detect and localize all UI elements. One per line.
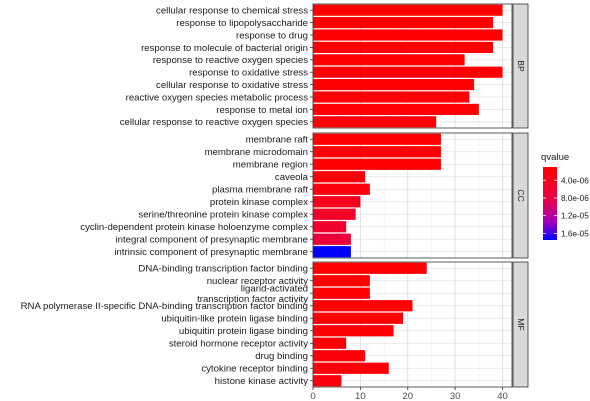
category-label: steroid hormone receptor activity [169, 339, 308, 350]
bar [313, 146, 441, 158]
category-label: protein kinase complex [210, 197, 308, 208]
bar [313, 312, 404, 324]
bar [313, 103, 479, 115]
bar [313, 41, 494, 53]
category-label: ubiquitin protein ligase binding [179, 326, 308, 337]
legend-title: qvalue [541, 152, 569, 163]
bar [313, 300, 413, 312]
bar [313, 79, 475, 91]
category-label: reactive oxygen species metabolic proces… [126, 92, 309, 103]
bar [313, 233, 351, 245]
bar [313, 362, 389, 374]
category-label: DNA-binding transcription factor binding [138, 264, 308, 275]
facet-strip-label: CC [516, 189, 526, 201]
bar [313, 116, 437, 128]
bar [313, 4, 503, 16]
bar [313, 208, 356, 220]
legend-label: 4.0e-06 [561, 176, 589, 185]
category-label: intrinsic component of presynaptic membr… [114, 247, 308, 258]
bar [313, 337, 347, 349]
category-label: response to oxidative stress [189, 68, 308, 79]
bar [313, 275, 370, 287]
bar [313, 133, 441, 145]
category-label: cellular response to chemical stress [156, 6, 308, 17]
bar [313, 350, 366, 362]
x-tick-label: 20 [402, 391, 413, 401]
bar [313, 66, 503, 78]
facet-strip-label: BP [516, 60, 526, 72]
bar [313, 171, 366, 183]
category-label: cellular response to oxidative stress [156, 80, 308, 91]
category-label: RNA polymerase II-specific DNA-binding t… [21, 301, 308, 312]
bar [313, 17, 494, 29]
bar [313, 54, 465, 66]
bar [313, 287, 370, 299]
category-label: ligand-activated transcription factor act… [197, 283, 308, 305]
category-label: plasma membrane raft [212, 185, 308, 196]
category-label: response to metal ion [216, 105, 308, 116]
category-label: response to drug [236, 30, 308, 41]
bar [313, 158, 441, 170]
legend-colorbar [543, 167, 557, 240]
category-label: cellular response to reactive oxygen spe… [120, 117, 308, 128]
legend-label: 8.0e-06 [561, 194, 589, 203]
x-tick-label: 0 [310, 391, 315, 401]
facet-strip [512, 261, 529, 388]
legend-label: 1.2e-05 [561, 212, 589, 221]
category-label: serine/threonine protein kinase complex [138, 210, 308, 221]
bar [313, 375, 342, 387]
bar [313, 221, 347, 233]
category-label: response to reactive oxygen species [153, 55, 308, 66]
category-label: membrane microdomain [205, 147, 308, 158]
facet-strip [512, 3, 529, 129]
category-label: membrane region [233, 160, 308, 171]
x-tick-label: 10 [355, 391, 366, 401]
category-label: nuclear receptor activity [207, 276, 309, 287]
category-label: caveola [275, 172, 309, 183]
category-label: response to lipopolysaccharide [176, 18, 308, 29]
category-label: integral component of presynaptic membra… [115, 235, 308, 246]
bar [313, 262, 427, 274]
bar [313, 246, 351, 258]
panel-border [312, 261, 513, 388]
bar [313, 183, 370, 195]
category-label: cyclin-dependent protein kinase holoenzy… [80, 222, 308, 233]
panel-border [312, 132, 513, 259]
bar [313, 91, 470, 103]
bar [313, 325, 394, 337]
x-tick-label: 30 [450, 391, 461, 401]
category-label: drug binding [255, 351, 308, 362]
category-label: response to molecule of bacterial origin [141, 43, 308, 54]
x-tick-label: 40 [497, 391, 508, 401]
panel-border [312, 3, 513, 129]
category-label: cytokine receptor binding [201, 364, 308, 375]
legend-label: 1.6e-05 [561, 229, 589, 238]
category-label: membrane raft [246, 135, 309, 146]
bar [313, 29, 503, 41]
category-label: ubiquitin-like protein ligase binding [161, 314, 308, 325]
facet-strip [512, 132, 529, 259]
bar [313, 196, 361, 208]
category-label: histone kinase activity [215, 376, 309, 387]
facet-strip-label: MF [516, 318, 526, 330]
